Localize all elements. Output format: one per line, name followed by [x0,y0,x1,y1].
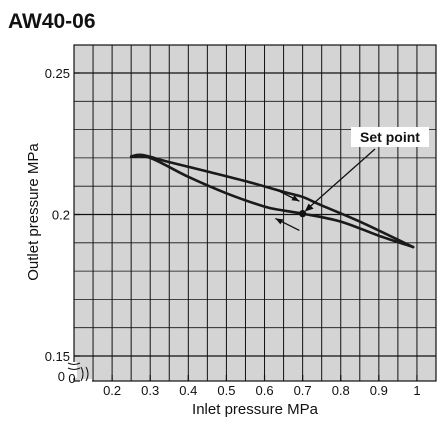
x-tick-label: 0.3 [141,383,159,398]
x-tick-label: 0.2 [103,383,121,398]
set-point-label: Set point [360,129,420,145]
y-origin-label: 0 [58,369,65,384]
plot-area [73,44,437,382]
y-tick-label: 0.25 [45,66,70,81]
chart-title: AW40-06 [8,10,96,33]
x-tick-label: 0.7 [294,383,312,398]
set-point-marker [299,210,307,218]
x-axis-label: Inlet pressure MPa [192,401,319,418]
x-tick-label: 0.4 [179,383,197,398]
x-tick-label: 0.5 [217,383,235,398]
set-point-leader-head [304,203,314,212]
y-axis-label: Outlet pressure MPa [25,143,42,281]
set-point-label-bg [351,127,429,147]
series-line-1 [129,153,415,249]
annotations: Set point [275,127,429,231]
y-tick-label: 0.2 [52,208,70,223]
series-line-2 [129,154,415,249]
x-axis-break-mark [80,366,89,382]
direction-arrowhead-right [291,195,300,202]
set-point-leader [306,148,376,211]
axes: 0.2 0.3 0.4 0.5 0.6 0.7 0.8 0.9 1 0.15 0.2 0.25 0 0 [45,66,421,398]
x-origin-label: 0 [68,371,75,386]
x-tick-label: 0.6 [255,383,273,398]
x-axis-break [80,379,92,384]
x-tick-label: 0.8 [332,383,350,398]
direction-arrowhead-left [275,218,284,225]
grid [74,45,436,381]
x-tick-label: 1 [413,383,420,398]
y-axis-break [72,362,77,378]
x-tick-label: 0.9 [370,383,388,398]
y-tick-label: 0.15 [45,349,70,364]
series-group [129,153,415,249]
y-axis-break-mark [67,362,81,370]
